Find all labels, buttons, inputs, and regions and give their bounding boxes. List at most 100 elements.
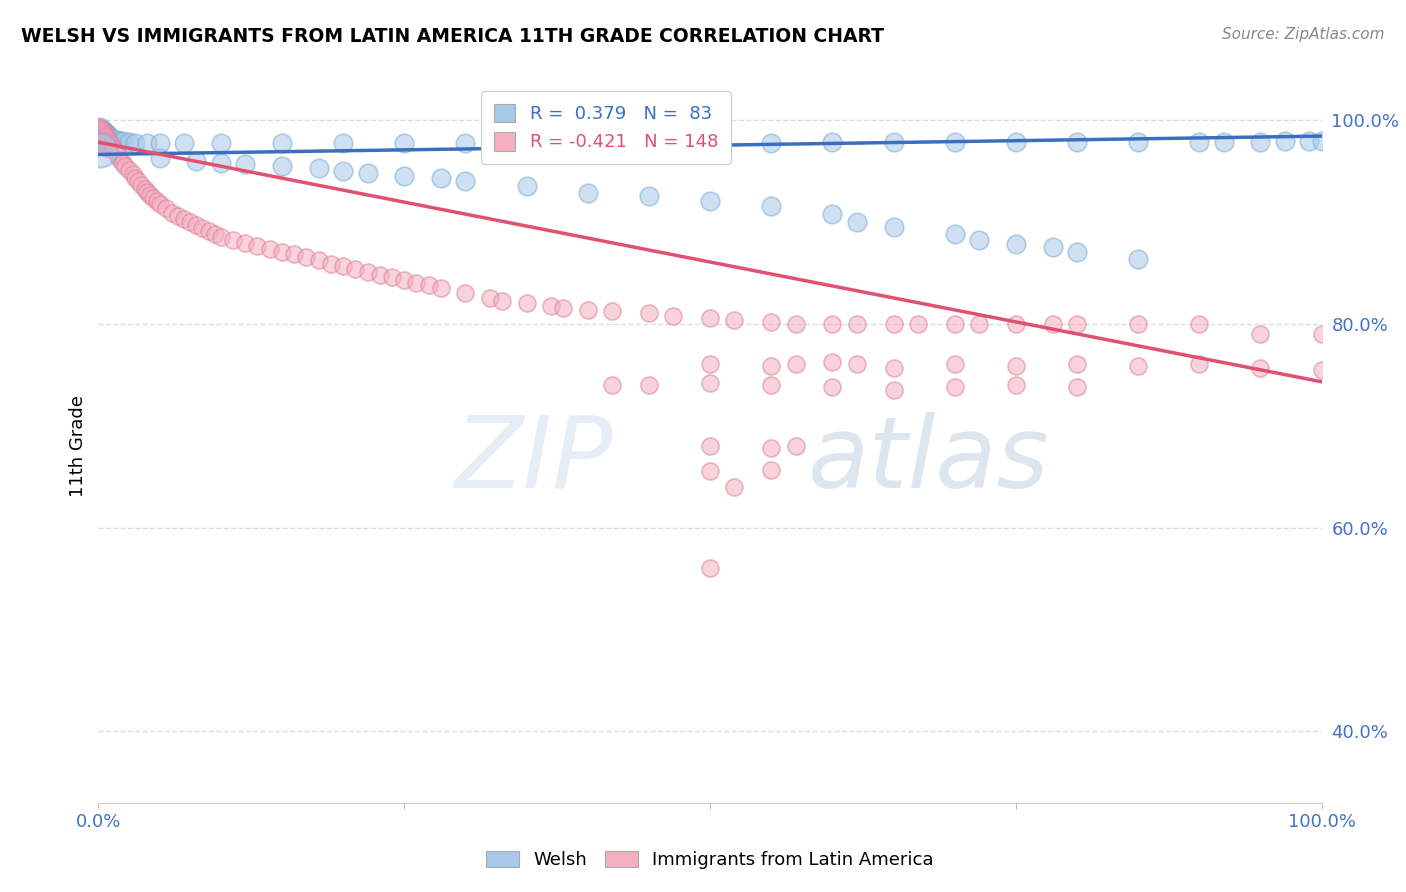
Point (124, 136, 146, 151)
Point (197, 224, 219, 238)
Point (637, 377, 661, 392)
Point (167, 209, 190, 223)
Point (98, 135, 121, 149)
Point (699, 310, 721, 325)
Point (418, 277, 440, 292)
Point (821, 317, 844, 331)
Point (1249, 360, 1271, 375)
Point (100, 142, 122, 156)
Point (392, 169, 416, 183)
Point (91, 123, 114, 137)
Point (356, 166, 378, 180)
Point (103, 144, 125, 158)
Point (332, 259, 354, 273)
Point (91, 135, 114, 149)
Point (104, 145, 127, 160)
Point (637, 189, 661, 203)
Point (97, 133, 120, 147)
Point (1004, 237, 1026, 252)
Point (515, 179, 537, 194)
Legend: R =  0.379   N =  83, R = -0.421   N = 148: R = 0.379 N = 83, R = -0.421 N = 148 (481, 91, 731, 164)
Point (344, 261, 367, 276)
Point (943, 317, 966, 331)
Point (515, 296, 537, 310)
Point (91, 128, 114, 142)
Point (110, 153, 132, 167)
Point (1066, 358, 1088, 372)
Point (89, 126, 111, 140)
Point (94, 134, 117, 148)
Point (101, 132, 124, 146)
Point (259, 242, 281, 256)
Point (91, 130, 114, 145)
Point (89, 120, 111, 135)
Point (308, 253, 330, 268)
Point (118, 162, 141, 177)
Point (821, 355, 844, 369)
Point (94, 133, 117, 147)
Point (845, 358, 868, 372)
Point (785, 317, 807, 331)
Point (270, 245, 294, 260)
Point (100, 131, 122, 145)
Point (553, 301, 575, 316)
Point (761, 463, 783, 477)
Point (91, 133, 114, 147)
Point (405, 276, 427, 290)
Point (1310, 326, 1333, 341)
Point (1066, 317, 1088, 331)
Point (1066, 135, 1088, 149)
Point (454, 174, 477, 188)
Point (430, 170, 453, 185)
Point (967, 233, 990, 247)
Point (91, 128, 114, 142)
Point (785, 358, 807, 372)
Point (883, 383, 905, 397)
Point (89, 120, 111, 134)
Text: atlas: atlas (808, 412, 1049, 508)
Point (1249, 135, 1271, 149)
Point (883, 360, 905, 375)
Point (295, 251, 318, 265)
Point (907, 317, 929, 331)
Point (233, 156, 256, 170)
Point (97, 128, 120, 142)
Point (91, 123, 114, 137)
Point (761, 441, 783, 455)
Point (1249, 326, 1271, 341)
Y-axis label: 11th Grade: 11th Grade (69, 395, 87, 497)
Point (1128, 135, 1150, 149)
Point (761, 199, 783, 213)
Point (124, 170, 146, 185)
Point (699, 136, 721, 151)
Point (105, 147, 128, 161)
Point (90, 123, 112, 137)
Point (233, 236, 256, 251)
Point (209, 230, 232, 244)
Point (491, 294, 513, 309)
Point (576, 186, 599, 201)
Point (93, 132, 115, 146)
Point (98, 140, 121, 154)
Point (96, 136, 118, 151)
Text: ZIP: ZIP (454, 412, 612, 508)
Point (699, 358, 721, 372)
Point (1128, 317, 1150, 331)
Point (136, 185, 159, 199)
Point (155, 202, 177, 216)
Point (699, 465, 721, 479)
Point (179, 215, 201, 229)
Point (96, 135, 118, 149)
Point (845, 215, 868, 229)
Point (204, 227, 226, 241)
Point (392, 136, 416, 151)
Point (454, 286, 477, 301)
Point (883, 135, 905, 149)
Point (662, 309, 685, 323)
Point (821, 380, 844, 394)
Point (845, 317, 868, 331)
Point (637, 136, 661, 151)
Point (1298, 134, 1320, 148)
Point (699, 376, 721, 390)
Point (1188, 358, 1211, 372)
